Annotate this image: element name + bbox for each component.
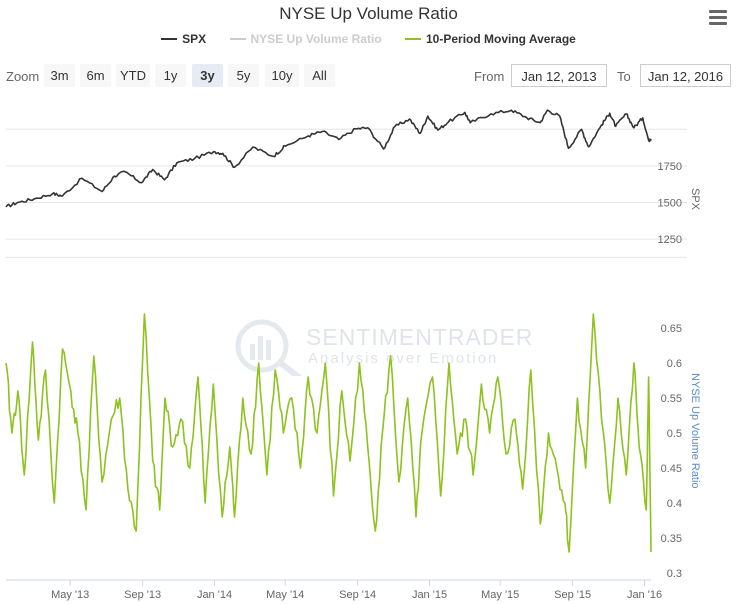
ratio-tick-label: 0.35 <box>661 533 682 545</box>
spx-tick-label: 1750 <box>658 161 682 173</box>
legend-label-moving-average: 10-Period Moving Average <box>426 32 576 46</box>
moving-average-series-line <box>5 313 652 553</box>
spx-axis-title: SPX <box>689 188 701 211</box>
zoom-5y-button[interactable]: 5y <box>228 64 259 87</box>
watermark-line1: SENTIMENTRADER <box>306 324 534 350</box>
watermark-logo-icon <box>235 319 302 381</box>
ratio-tick-label: 0.6 <box>667 358 682 370</box>
chart-title: NYSE Up Volume Ratio <box>279 4 458 23</box>
ratio-tick-label: 0.55 <box>661 393 682 405</box>
legend-swatch-up-volume-ratio <box>229 37 246 40</box>
ratio-tick-label: 0.3 <box>667 568 682 580</box>
zoom-6m-button[interactable]: 6m <box>80 64 111 87</box>
ratio-tick-label: 0.45 <box>661 463 682 475</box>
from-label: From <box>474 69 505 84</box>
legend-label-spx: SPX <box>182 32 207 46</box>
hamburger-menu-icon[interactable] <box>709 10 727 26</box>
zoom-3m-button[interactable]: 3m <box>44 64 75 87</box>
ratio-tick-label: 0.65 <box>661 323 682 335</box>
to-label: To <box>617 69 631 84</box>
ratio-axis-title: NYSE Up Volume Ratio <box>689 373 701 489</box>
legend-item-spx[interactable]: SPX <box>161 32 206 46</box>
zoom-ytd-button[interactable]: YTD <box>116 64 150 87</box>
ratio-tick-label: 0.5 <box>667 428 682 440</box>
legend-label-up-volume-ratio: NYSE Up Volume Ratio <box>250 32 382 46</box>
legend-swatch-spx <box>161 37 178 40</box>
x-tick-label: Jan '14 <box>197 589 232 601</box>
legend-swatch-moving-average <box>405 37 421 40</box>
x-tick-label: Sep '13 <box>124 589 161 601</box>
zoom-3y-button[interactable]: 3y <box>192 64 223 87</box>
x-tick-label: Jan '16 <box>627 589 662 601</box>
x-tick-label: Sep '15 <box>554 589 591 601</box>
x-tick-label: May '15 <box>481 589 519 601</box>
x-tick-label: May '14 <box>266 589 304 601</box>
legend-item-up-volume-ratio[interactable]: NYSE Up Volume Ratio <box>229 32 382 46</box>
x-tick-label: May '13 <box>51 589 89 601</box>
spx-series-line <box>5 109 652 208</box>
zoom-all-button[interactable]: All <box>304 64 335 87</box>
zoom-1y-button[interactable]: 1y <box>155 64 186 87</box>
x-tick-label: Jan '15 <box>412 589 447 601</box>
from-date-input[interactable]: Jan 12, 2013 <box>511 64 607 87</box>
zoom-label: Zoom <box>6 69 40 84</box>
spx-tick-label: 1250 <box>658 234 682 246</box>
zoom-10y-button[interactable]: 10y <box>265 64 299 87</box>
ratio-tick-label: 0.4 <box>667 498 682 510</box>
x-tick-label: Sep '14 <box>339 589 376 601</box>
to-date-input[interactable]: Jan 12, 2016 <box>640 64 731 87</box>
spx-tick-label: 1500 <box>658 197 682 209</box>
legend-item-moving-average[interactable]: 10-Period Moving Average <box>405 32 576 46</box>
legend: SPX NYSE Up Volume Ratio 10-Period Movin… <box>0 32 737 46</box>
